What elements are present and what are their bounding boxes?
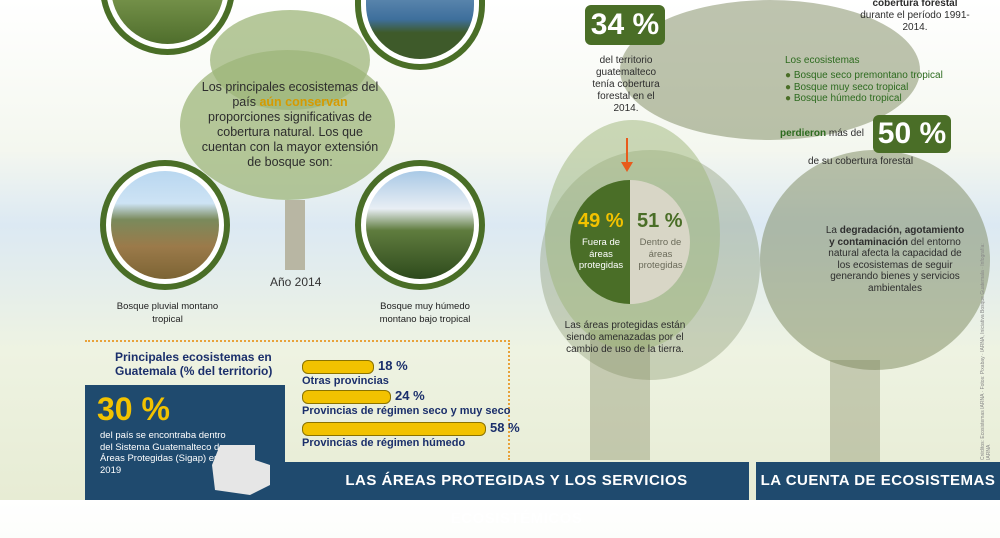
intro-paragraph: Los principales ecosistemas del país aún… (200, 80, 380, 170)
tree-trunk (285, 200, 305, 270)
inside-percentage: 51 % (637, 210, 683, 232)
ecosystem-bar-value: 58 % (490, 420, 520, 435)
ecosystem-list-item-label: Bosque muy seco tropical (793, 81, 909, 93)
ecosystem-list-item: ● Bosque húmedo tropical (785, 93, 943, 105)
inside-label: Dentro de áreas protegidas (638, 237, 683, 271)
photo1-caption: Bosque pluvial montano tropical (116, 301, 219, 325)
lost-percentage: 50 % (873, 115, 951, 153)
bullet-icon: ● (785, 81, 794, 93)
ecosystem-bar-label: Otras provincias (302, 375, 389, 387)
cloud-forest-photo-image (366, 171, 474, 279)
ecosystem-list-item: ● Bosque muy seco tropical (785, 82, 943, 94)
banner-ecosystem-account: LA CUENTA DE ECOSISTEMAS (756, 462, 1000, 500)
lost-bold: perdieron (780, 128, 827, 139)
credits-text: Créditos: Ecosistemas IARNA · Fotos: Pix… (980, 243, 992, 460)
lost-more-text: más del (826, 128, 864, 139)
period-note: cobertura forestal durante el período 19… (860, 0, 970, 34)
ecosystem-list-item: ● Bosque seco premontano tropical (785, 70, 943, 82)
photo2-caption: Bosque muy húmedo montano bajo tropical (379, 301, 471, 325)
forest-coverage-percentage: 34 % (585, 5, 665, 45)
year-label: Año 2014 (270, 275, 322, 289)
degradation-bold: degradación, agotamiento y contaminación (829, 225, 965, 248)
threat-text: Las áreas protegidas están siendo amenaz… (564, 320, 686, 355)
ecosystem-list-item-label: Bosque seco premontano tropical (793, 70, 943, 81)
pie-slice-inside (630, 180, 690, 304)
lost-text: perdieron más del (780, 128, 864, 139)
background-tree-shape (620, 0, 920, 140)
ecosystem-list-item-label: Bosque húmedo tropical (793, 93, 902, 104)
section-divider (85, 340, 510, 342)
period-note-bold: cobertura forestal (872, 0, 958, 9)
bosque-pluvial-photo (100, 160, 230, 290)
ecosystems-chart-title: Principales ecosistemas en Guatemala (% … (115, 350, 273, 378)
degradation-text: La degradación, agotamiento y contaminac… (825, 225, 965, 294)
period-note-text: durante el período 1991-2014. (860, 10, 970, 33)
ecosystem-bar-value: 18 % (378, 358, 408, 373)
section-divider-vertical (508, 340, 510, 460)
outside-label: Fuera de áreas protegidas (578, 237, 624, 271)
intro-text-continued: proporciones significativas de cobertura… (201, 110, 379, 169)
intro-text: Los principales ecosistemas del país (201, 80, 379, 109)
background-tree-trunk (590, 330, 650, 460)
degradation-text-start: La (825, 225, 840, 236)
tree-crown-shape (210, 10, 370, 110)
ecosystem-bar (302, 360, 374, 374)
lost-tail: de su cobertura forestal (808, 156, 914, 167)
bullet-icon: ● (785, 70, 794, 81)
guatemala-map-icon (212, 445, 270, 495)
sigap-percentage: 30 % (97, 391, 170, 427)
ecosystems-intro: Los ecosistemas (785, 55, 860, 66)
intro-highlight: aún conservan (259, 95, 348, 109)
forest-photo-image (111, 0, 224, 44)
ecosystem-bar-value: 24 % (395, 388, 425, 403)
sigap-text: del país se encontraba dentro del Sistem… (100, 430, 226, 476)
ecosystem-bar-label: Provincias de régimen seco y muy seco (302, 405, 511, 417)
pie-slice-outside (570, 180, 630, 304)
ecosystem-bar (302, 390, 391, 404)
banner-protected-areas: LAS ÁREAS PROTEGIDAS Y LOS SERVICIOS ECO… (284, 462, 749, 527)
sigap-panel: 30 % del país se encontraba dentro del S… (85, 385, 285, 500)
arrow-down-icon (621, 138, 633, 172)
bosque-humedo-photo (355, 160, 485, 290)
lake-photo-image (366, 0, 474, 59)
ecosystem-bar-label: Provincias de régimen húmedo (302, 437, 466, 449)
forest-coverage-text: del territorio guatemalteco tenía cobert… (592, 55, 660, 114)
mountain-photo-image (111, 171, 219, 279)
outside-percentage: 49 % (578, 210, 624, 232)
bullet-icon: ● (785, 93, 794, 104)
ecosystems-list: ● Bosque seco premontano tropical ● Bosqu… (785, 70, 943, 105)
background-tree-trunk (830, 360, 880, 470)
lake-photo-top (355, 0, 485, 70)
background-tree-shape (760, 150, 990, 370)
degradation-text-end: del entorno natural afecta la capacidad … (828, 236, 962, 294)
protected-areas-pie-chart (570, 180, 690, 304)
ecosystem-bar (302, 422, 486, 436)
